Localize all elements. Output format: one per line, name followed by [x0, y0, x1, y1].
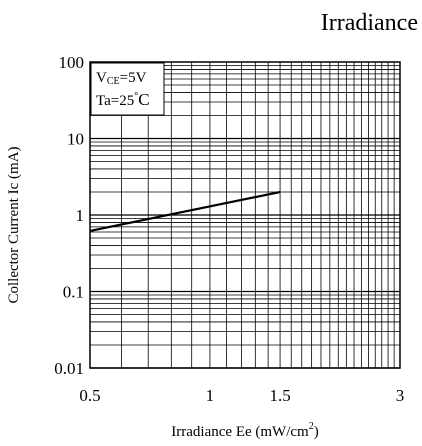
annotation-ta-suffix: C — [138, 90, 149, 109]
x-axis-label: Irradiance Ee (mW/cm2) — [171, 421, 318, 440]
series-layer — [89, 190, 281, 232]
x-tick-label: 0.5 — [79, 386, 100, 405]
plot-frame — [89, 61, 401, 369]
annotation-box — [90, 62, 165, 116]
y-tick-label: 0.01 — [54, 359, 84, 378]
x-axis-label-end: ) — [314, 424, 319, 440]
y-tick-label: 10 — [67, 130, 84, 149]
y-tick-labels: 100 10 1 0.1 0.01 — [54, 53, 84, 378]
y-tick-label: 100 — [59, 53, 85, 72]
annotation-vce-suffix: =5V — [120, 70, 147, 86]
x-tick-label: 3 — [396, 386, 405, 405]
y-axis-label: Collector Current Ic (mA) — [6, 146, 22, 303]
x-axis-label-sup: 2 — [309, 421, 314, 432]
annotation-ta-prefix: Ta=25 — [96, 93, 134, 109]
x-tick-labels: 0.5 1 1.5 3 — [79, 386, 404, 405]
chart-title: Irradiance — [321, 10, 418, 36]
annotation-vce: VCE=5V — [96, 70, 147, 87]
annotation-vce-sub: CE — [107, 76, 120, 87]
y-tick-label: 1 — [76, 206, 85, 225]
y-tick-label: 0.1 — [63, 283, 84, 302]
series-line — [89, 190, 281, 232]
x-axis-label-text: Irradiance Ee (mW/cm — [171, 424, 309, 440]
grid — [90, 62, 400, 369]
x-tick-label: 1 — [206, 386, 215, 405]
x-tick-label: 1.5 — [269, 386, 290, 405]
annotation-ta-deg: ° — [134, 91, 138, 102]
annotation-ta: Ta=25°C — [96, 90, 150, 109]
annotation-vce-prefix: V — [96, 70, 107, 86]
